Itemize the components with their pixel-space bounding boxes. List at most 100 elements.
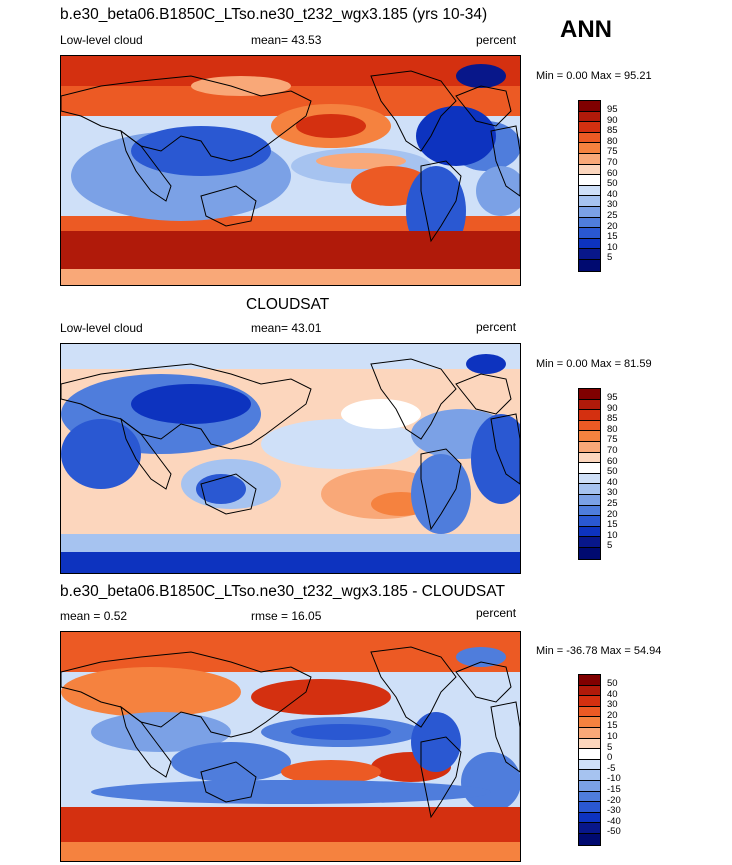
colorbar-label: -5 bbox=[607, 762, 616, 774]
colorbar-swatch bbox=[579, 259, 600, 271]
panel-2-map-field bbox=[61, 344, 520, 573]
panel-3-colorbar-labels: 50 40 30 20 15 10 5 0 -5 -10 -15 -20 -30… bbox=[607, 678, 621, 838]
colorbar-swatch bbox=[579, 463, 600, 474]
colorbar-swatch bbox=[579, 696, 600, 707]
colorbar-label: 50 bbox=[607, 678, 618, 689]
colorbar-swatch bbox=[579, 410, 600, 421]
colorbar-swatch bbox=[579, 175, 600, 186]
colorbar-swatch bbox=[579, 685, 600, 697]
colorbar-swatch bbox=[579, 249, 600, 260]
colorbar-swatch bbox=[579, 812, 600, 824]
colorbar-label: 15 bbox=[607, 720, 618, 732]
colorbar-label: 40 bbox=[607, 188, 618, 200]
colorbar-swatch bbox=[579, 759, 600, 771]
colorbar-label: 30 bbox=[607, 199, 618, 211]
colorbar-swatch bbox=[579, 780, 600, 792]
colorbar-label: 50 bbox=[607, 466, 618, 478]
colorbar-swatch bbox=[579, 389, 600, 400]
panel-3-map bbox=[60, 631, 521, 862]
colorbar-label: 80 bbox=[607, 135, 618, 147]
colorbar-swatch bbox=[579, 441, 600, 453]
panel-1-variable-label: Low-level cloud bbox=[60, 33, 143, 47]
colorbar-label: 15 bbox=[607, 231, 618, 243]
panel-1-colorbar bbox=[578, 100, 601, 272]
colorbar-swatch bbox=[579, 153, 600, 165]
colorbar-label: 0 bbox=[607, 752, 613, 764]
colorbar-swatch bbox=[579, 399, 600, 411]
colorbar-swatch bbox=[579, 802, 600, 813]
panel-3-mean: mean = 0.52 bbox=[60, 609, 128, 623]
colorbar-swatch bbox=[579, 452, 600, 464]
panel-2-variable-label: Low-level cloud bbox=[60, 321, 143, 335]
panel-1-colorbar-labels: 95 90 85 80 75 70 60 50 40 30 25 20 15 1… bbox=[607, 104, 618, 264]
colorbar-swatch bbox=[579, 484, 600, 495]
colorbar-label: 95 bbox=[607, 392, 618, 403]
panel-1-title: b.e30_beta06.B1850C_LTso.ne30_t232_wgx3.… bbox=[60, 6, 488, 23]
colorbar-swatch bbox=[579, 526, 600, 538]
colorbar-label: 5 bbox=[607, 540, 613, 552]
colorbar-swatch bbox=[579, 791, 600, 803]
colorbar-label: -40 bbox=[607, 815, 621, 827]
colorbar-label: -30 bbox=[607, 805, 621, 817]
colorbar-label: -20 bbox=[607, 794, 621, 806]
panel-2-title: CLOUDSAT bbox=[246, 296, 330, 313]
season-label: ANN bbox=[560, 16, 612, 43]
colorbar-swatch bbox=[579, 143, 600, 154]
colorbar-label: 60 bbox=[607, 167, 618, 179]
colorbar-label: 85 bbox=[607, 413, 618, 425]
colorbar-swatch bbox=[579, 505, 600, 517]
colorbar-swatch bbox=[579, 228, 600, 239]
colorbar-label: 10 bbox=[607, 529, 618, 541]
colorbar-label: 10 bbox=[607, 241, 618, 253]
colorbar-label: 90 bbox=[607, 114, 618, 126]
colorbar-label: 5 bbox=[607, 741, 613, 753]
colorbar-swatch bbox=[579, 823, 600, 834]
colorbar-swatch bbox=[579, 132, 600, 144]
colorbar-label: 30 bbox=[607, 487, 618, 499]
colorbar-label: 20 bbox=[607, 220, 618, 232]
panel-2-mean: mean= 43.01 bbox=[251, 321, 322, 335]
colorbar-label: 95 bbox=[607, 104, 618, 115]
colorbar-label: 20 bbox=[607, 709, 618, 721]
panel-3-units: percent bbox=[476, 606, 517, 620]
colorbar-label: 50 bbox=[607, 178, 618, 190]
panel-1-units: percent bbox=[476, 33, 517, 47]
panel-3-rmse: rmse = 16.05 bbox=[251, 609, 322, 623]
colorbar-label: 25 bbox=[607, 497, 618, 509]
panel-3-minmax: Min = -36.78 Max = 54.94 bbox=[536, 645, 662, 657]
colorbar-swatch bbox=[579, 431, 600, 442]
colorbar-swatch bbox=[579, 164, 600, 176]
colorbar-swatch bbox=[579, 749, 600, 760]
colorbar-label: -50 bbox=[607, 826, 621, 838]
panel-1-mean: mean= 43.53 bbox=[251, 33, 322, 47]
panel-2-colorbar-labels: 95 90 85 80 75 70 60 50 40 30 25 20 15 1… bbox=[607, 392, 618, 552]
colorbar-swatch bbox=[579, 833, 600, 845]
colorbar-swatch bbox=[579, 706, 600, 718]
colorbar-label: 70 bbox=[607, 156, 618, 168]
colorbar-swatch bbox=[579, 494, 600, 506]
panel-1-minmax: Min = 0.00 Max = 95.21 bbox=[536, 70, 652, 82]
panel-2-minmax: Min = 0.00 Max = 81.59 bbox=[536, 358, 652, 370]
colorbar-swatch bbox=[579, 516, 600, 527]
panel-3-colorbar bbox=[578, 674, 601, 846]
colorbar-label: 80 bbox=[607, 423, 618, 435]
panel-1-map bbox=[60, 55, 521, 286]
colorbar-swatch bbox=[579, 111, 600, 123]
colorbar-label: 30 bbox=[607, 699, 618, 711]
colorbar-label: 75 bbox=[607, 434, 618, 446]
colorbar-label: 75 bbox=[607, 146, 618, 158]
panel-2-map bbox=[60, 343, 521, 574]
colorbar-swatch bbox=[579, 420, 600, 432]
colorbar-label: 85 bbox=[607, 125, 618, 137]
colorbar-label: 5 bbox=[607, 252, 613, 264]
colorbar-swatch bbox=[579, 238, 600, 250]
panel-3-map-field bbox=[61, 632, 520, 861]
colorbar-label: 10 bbox=[607, 730, 618, 742]
colorbar-swatch bbox=[579, 122, 600, 133]
colorbar-label: -15 bbox=[607, 783, 621, 795]
colorbar-swatch bbox=[579, 206, 600, 218]
colorbar-label: -10 bbox=[607, 773, 621, 785]
colorbar-swatch bbox=[579, 101, 600, 112]
colorbar-swatch bbox=[579, 770, 600, 781]
colorbar-label: 20 bbox=[607, 508, 618, 520]
